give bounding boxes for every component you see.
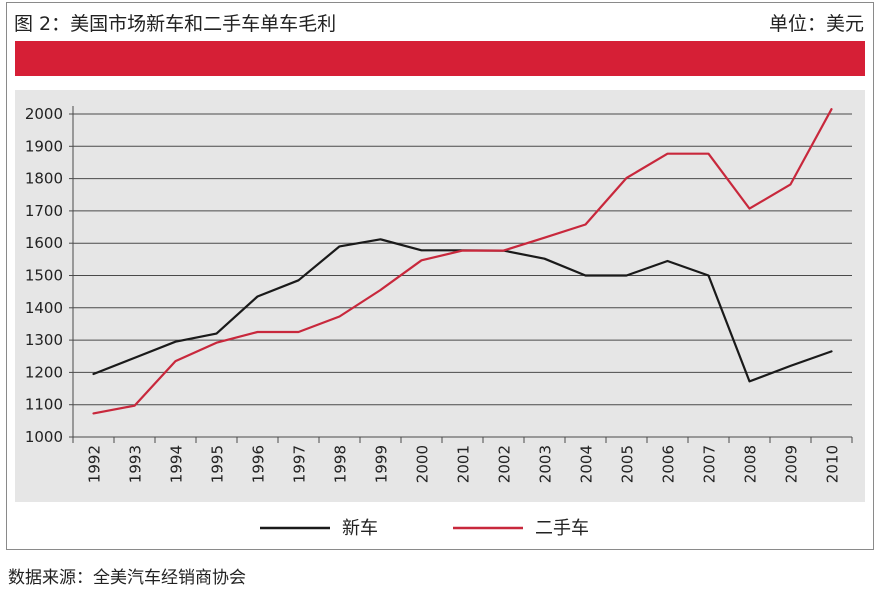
series-lines [92, 108, 833, 415]
unit-label: 单位：美元 [768, 13, 864, 35]
y-tick-label: 1500 [25, 267, 63, 285]
y-tick-label: 1800 [25, 170, 63, 188]
x-tick-label: 2001 [455, 445, 473, 483]
x-tick-label: 2006 [660, 445, 678, 483]
x-tick-label: 1992 [86, 445, 104, 483]
x-tick-label: 2008 [742, 445, 760, 483]
grid-lines [73, 113, 852, 406]
chart-title: 图 2：美国市场新车和二手车单车毛利 [14, 13, 337, 35]
y-tick-label: 2000 [25, 105, 63, 123]
x-tick-label: 1994 [168, 445, 186, 483]
x-tick-label: 1995 [209, 445, 227, 483]
y-tick-label: 1200 [25, 363, 63, 381]
data-source: 数据来源：全美汽车经销商协会 [8, 568, 246, 588]
y-tick-label: 1600 [25, 234, 63, 252]
legend-label-used-car: 二手车 [535, 518, 589, 539]
red-header-band [15, 41, 865, 76]
y-tick-label: 1700 [25, 202, 63, 220]
legend: 新车 二手车 [260, 518, 589, 539]
x-tick-label: 1998 [332, 445, 350, 483]
x-tick-label: 2002 [496, 445, 514, 483]
x-tick-label: 2004 [578, 445, 596, 483]
x-tick-label: 2003 [537, 445, 555, 483]
series-line-new-car [92, 238, 833, 383]
y-tick-label: 1000 [25, 428, 63, 446]
axes: 1000 1100 1200 1300 1400 1500 1600 1700 1800 1900… [25, 105, 853, 483]
x-tick-label: 2000 [414, 445, 432, 483]
x-tick-label: 1993 [127, 445, 145, 483]
plot-background [15, 90, 865, 502]
legend-label-new-car: 新车 [342, 518, 378, 539]
y-tick-label: 1400 [25, 299, 63, 317]
y-tick-label: 1900 [25, 137, 63, 155]
x-tick-label: 2007 [701, 445, 719, 483]
x-tick-label: 1997 [291, 445, 309, 483]
series-line-used-car [92, 108, 833, 415]
x-tick-label: 2005 [619, 445, 637, 483]
x-tick-label: 1999 [373, 445, 391, 483]
y-tick-label: 1100 [25, 396, 63, 414]
x-tick-label: 1996 [250, 445, 268, 483]
x-tick-label: 2009 [783, 445, 801, 483]
x-tick-label: 2010 [824, 445, 842, 483]
y-tick-label: 1300 [25, 331, 63, 349]
